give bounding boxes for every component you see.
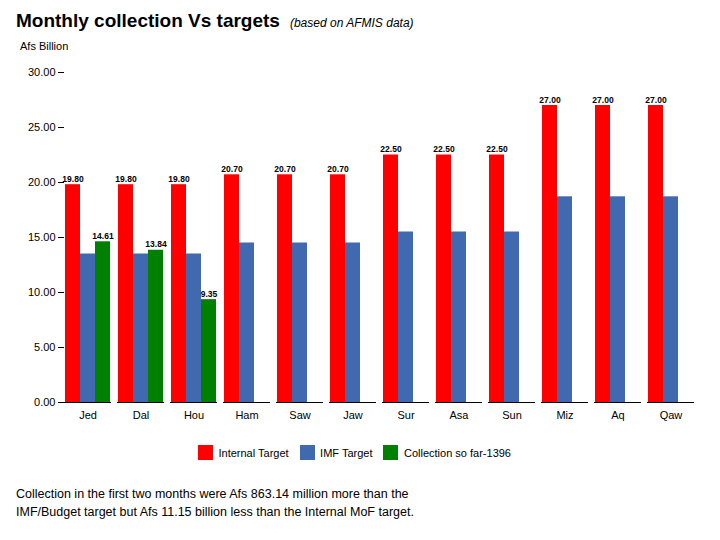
svg-text:5.00: 5.00 xyxy=(34,341,55,353)
svg-text:0.00: 0.00 xyxy=(34,396,55,408)
html-text:Afs Billion: Afs Billion xyxy=(20,40,69,52)
svg-text:Sun: Sun xyxy=(502,409,522,421)
html-text:Collection in the first two mo: Collection in the first two months were … xyxy=(16,486,414,520)
svg-text:Hou: Hou xyxy=(184,409,204,421)
svg-text:13.84: 13.84 xyxy=(145,239,167,249)
svg-text:Miz: Miz xyxy=(556,409,573,421)
svg-text:25.00: 25.00 xyxy=(28,121,56,133)
svg-text:Aq: Aq xyxy=(611,409,624,421)
svg-text:20.70: 20.70 xyxy=(327,164,349,174)
svg-text:14.61: 14.61 xyxy=(92,231,114,241)
svg-text:15.00: 15.00 xyxy=(28,231,56,243)
svg-text:10.00: 10.00 xyxy=(28,286,56,298)
svg-text:Ham: Ham xyxy=(235,409,258,421)
svg-text:20.70: 20.70 xyxy=(274,164,296,174)
svg-text:20.70: 20.70 xyxy=(221,164,243,174)
html-text:Internal Target: Internal Target xyxy=(218,446,289,459)
svg-text:Jaw: Jaw xyxy=(343,409,363,421)
svg-text:9.35: 9.35 xyxy=(201,289,218,299)
svg-text:Qaw: Qaw xyxy=(660,409,683,421)
svg-text:22.50: 22.50 xyxy=(486,144,508,154)
svg-text:30.00: 30.00 xyxy=(28,66,56,78)
svg-text:Saw: Saw xyxy=(289,409,310,421)
svg-text:Sur: Sur xyxy=(397,409,414,421)
svg-text:22.50: 22.50 xyxy=(433,144,455,154)
svg-text:Asa: Asa xyxy=(450,409,470,421)
svg-text:20.00: 20.00 xyxy=(28,176,56,188)
svg-text:Dal: Dal xyxy=(133,409,150,421)
html-text:Collection so far-1396: Collection so far-1396 xyxy=(404,446,511,459)
svg-text:19.80: 19.80 xyxy=(115,174,137,184)
svg-text:27.00: 27.00 xyxy=(645,95,667,105)
svg-text:22.50: 22.50 xyxy=(380,144,402,154)
svg-text:19.80: 19.80 xyxy=(62,174,84,184)
html-text:IMF Target: IMF Target xyxy=(320,446,373,459)
svg-text:27.00: 27.00 xyxy=(592,95,614,105)
svg-text:19.80: 19.80 xyxy=(168,174,190,184)
html-text:Monthly collection Vs targets: Monthly collection Vs targets xyxy=(16,10,280,31)
svg-text:Jed: Jed xyxy=(79,409,97,421)
html-text:(based on AFMIS data): (based on AFMIS data) xyxy=(289,16,414,30)
svg-text:27.00: 27.00 xyxy=(539,95,561,105)
